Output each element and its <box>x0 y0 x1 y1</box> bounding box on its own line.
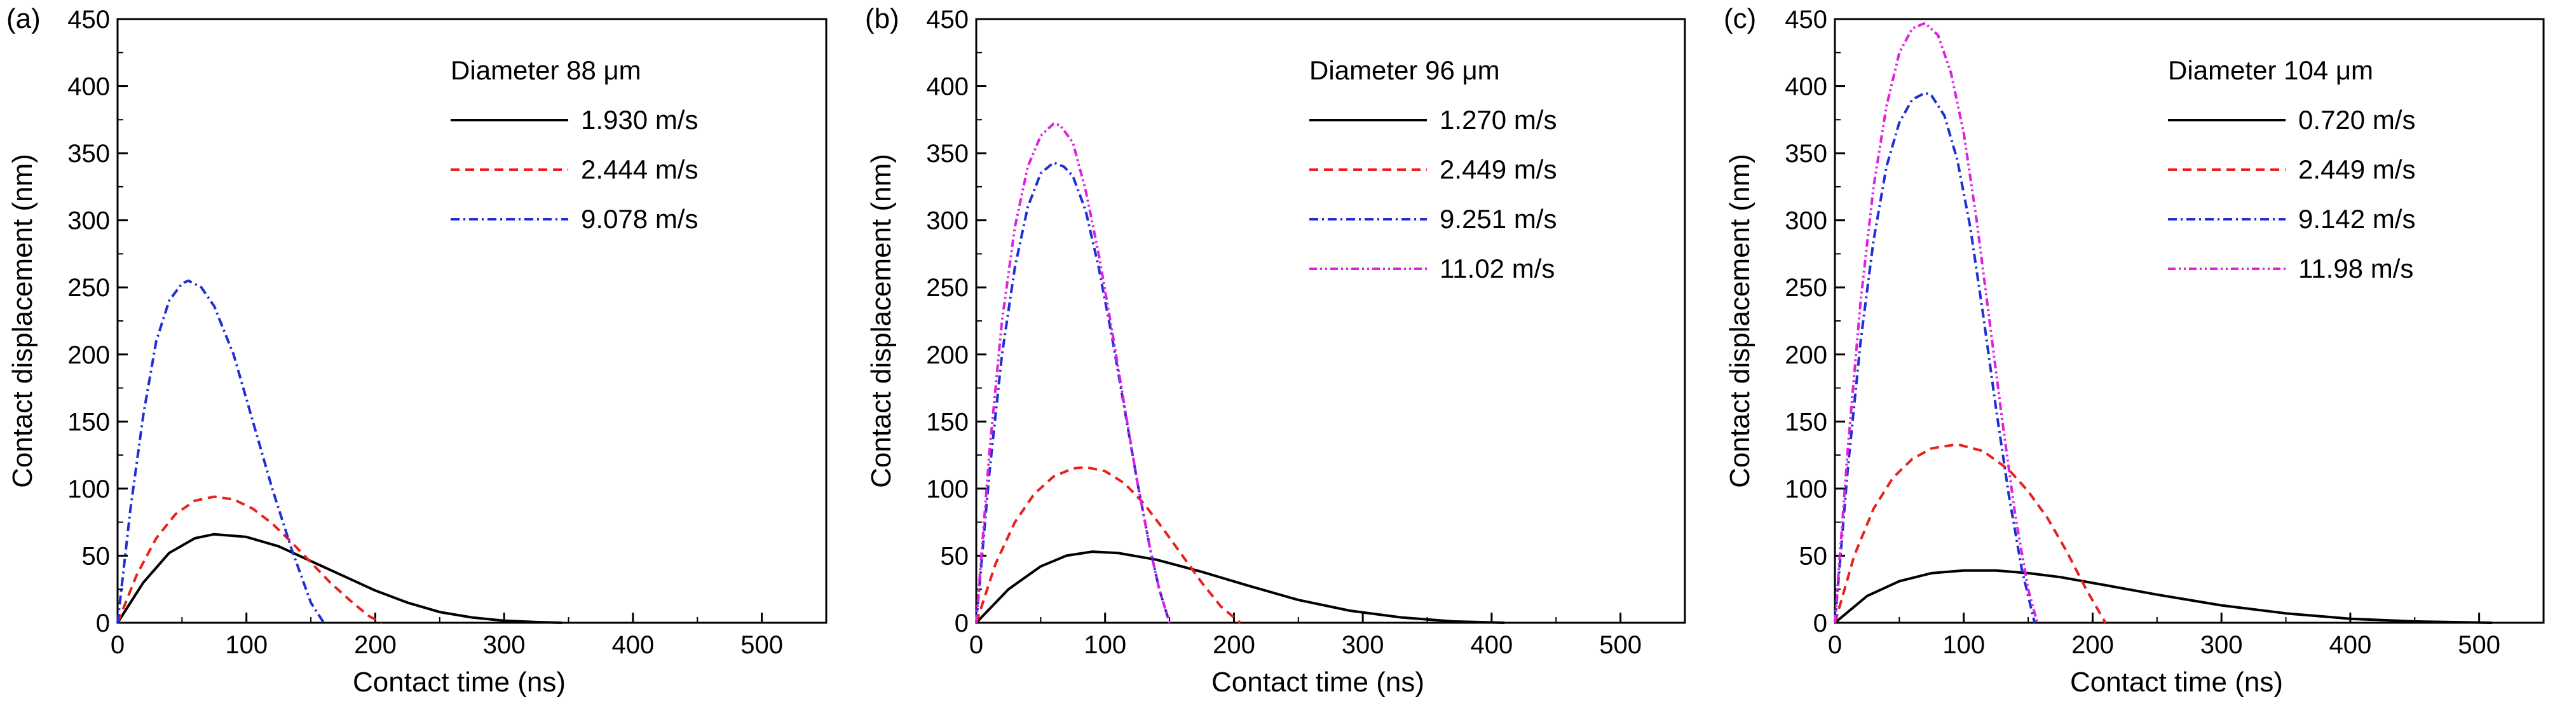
legend-title: Diameter 88 μm <box>451 55 641 85</box>
x-tick-label: 300 <box>2200 631 2243 659</box>
x-tick-label: 500 <box>2458 631 2500 659</box>
chart-panel: 0 100 200 300 400 500 0 50 100 150 200 250 300 350 400… <box>1717 0 2576 717</box>
y-tick-label: 250 <box>1785 274 1827 302</box>
series-line <box>975 466 1241 624</box>
legend-title: Diameter 104 μm <box>2168 55 2373 85</box>
series-line <box>1834 22 2039 623</box>
y-tick-label: 450 <box>1785 6 1827 34</box>
y-tick-label: 400 <box>67 73 110 101</box>
y-tick-label: 200 <box>926 341 969 369</box>
series-line <box>1834 92 2036 623</box>
y-tick-label: 400 <box>1785 73 1827 101</box>
chart-svg: 0 100 200 300 400 500 0 50 100 150 200 250 300 350 400… <box>1724 3 2545 698</box>
x-tick-label: 500 <box>1599 631 1642 659</box>
y-tick-label: 100 <box>1785 475 1827 503</box>
x-axis-label: Contact time (ns) <box>353 667 566 698</box>
legend-label: 9.078 m/s <box>581 204 698 234</box>
x-tick-label: 200 <box>354 631 397 659</box>
y-tick-label: 0 <box>955 609 969 637</box>
y-tick-label: 350 <box>926 140 969 168</box>
y-tick-label: 350 <box>1785 140 1827 168</box>
x-tick-label: 100 <box>225 631 268 659</box>
y-tick-label: 450 <box>67 6 110 34</box>
series-line <box>116 495 383 624</box>
x-tick-label: 300 <box>1342 631 1384 659</box>
legend-label: 9.251 m/s <box>1440 204 1557 234</box>
y-tick-label: 150 <box>1785 408 1827 436</box>
legend-label: 2.449 m/s <box>2298 154 2415 184</box>
series-line <box>975 550 1505 624</box>
x-tick-label: 0 <box>1828 631 1842 659</box>
chart-svg: 0 100 200 300 400 500 0 50 100 150 200 250 300 350 400… <box>865 3 1686 698</box>
y-tick-label: 50 <box>1799 542 1828 570</box>
x-tick-label: 400 <box>612 631 655 659</box>
y-tick-label: 200 <box>67 341 110 369</box>
legend-label: 9.142 m/s <box>2298 204 2415 234</box>
panel-label: (a) <box>6 3 41 34</box>
x-tick-label: 300 <box>483 631 526 659</box>
y-tick-label: 300 <box>1785 207 1827 235</box>
y-tick-label: 50 <box>82 542 111 570</box>
x-tick-label: 0 <box>111 631 125 659</box>
y-axis-label: Contact displacement (nm) <box>7 154 38 488</box>
chart-panel: 0 100 200 300 400 500 0 50 100 150 200 250 300 350 400… <box>0 0 859 717</box>
y-tick-label: 150 <box>926 408 969 436</box>
y-tick-label: 350 <box>67 140 110 168</box>
y-tick-label: 250 <box>67 274 110 302</box>
plot-frame <box>975 18 1686 624</box>
y-tick-label: 300 <box>926 207 969 235</box>
y-tick-label: 450 <box>926 6 969 34</box>
chart-svg: 0 100 200 300 400 500 0 50 100 150 200 250 300 350 400… <box>6 3 828 698</box>
series-line <box>116 533 562 624</box>
legend-title: Diameter 96 μm <box>1309 55 1500 85</box>
x-tick-label: 0 <box>969 631 983 659</box>
x-tick-label: 100 <box>1942 631 1985 659</box>
y-tick-label: 200 <box>1785 341 1827 369</box>
legend-label: 1.930 m/s <box>581 105 698 135</box>
x-tick-label: 400 <box>2329 631 2372 659</box>
y-tick-label: 250 <box>926 274 969 302</box>
series-line <box>116 279 325 624</box>
series-line <box>975 122 1171 623</box>
series-line <box>1834 443 2107 623</box>
y-tick-label: 300 <box>67 207 110 235</box>
legend-label: 0.720 m/s <box>2298 105 2415 135</box>
x-tick-label: 100 <box>1084 631 1126 659</box>
panel-label: (b) <box>865 3 899 34</box>
series-line <box>1834 569 2492 624</box>
y-tick-label: 100 <box>926 475 969 503</box>
y-tick-label: 0 <box>1813 609 1827 637</box>
plot-frame <box>1834 18 2545 624</box>
y-tick-label: 150 <box>67 408 110 436</box>
x-axis-label: Contact time (ns) <box>1211 667 1424 698</box>
x-tick-label: 200 <box>1213 631 1255 659</box>
y-tick-label: 400 <box>926 73 969 101</box>
legend-label: 11.02 m/s <box>1440 254 1555 283</box>
x-tick-label: 200 <box>2071 631 2114 659</box>
y-tick-label: 50 <box>941 542 969 570</box>
chart-panel: 0 100 200 300 400 500 0 50 100 150 200 250 300 350 400… <box>859 0 1717 717</box>
panel-label: (c) <box>1724 3 1756 34</box>
legend-label: 2.444 m/s <box>581 154 698 184</box>
plot-frame <box>116 18 828 624</box>
x-tick-label: 400 <box>1471 631 1513 659</box>
y-axis-label: Contact displacement (nm) <box>866 154 897 488</box>
y-tick-label: 0 <box>96 609 110 637</box>
y-tick-label: 100 <box>67 475 110 503</box>
legend-label: 2.449 m/s <box>1440 154 1557 184</box>
legend-label: 1.270 m/s <box>1440 105 1557 135</box>
x-axis-label: Contact time (ns) <box>2070 667 2283 698</box>
legend-label: 11.98 m/s <box>2298 254 2413 283</box>
x-tick-label: 500 <box>740 631 783 659</box>
y-axis-label: Contact displacement (nm) <box>1724 154 1755 488</box>
